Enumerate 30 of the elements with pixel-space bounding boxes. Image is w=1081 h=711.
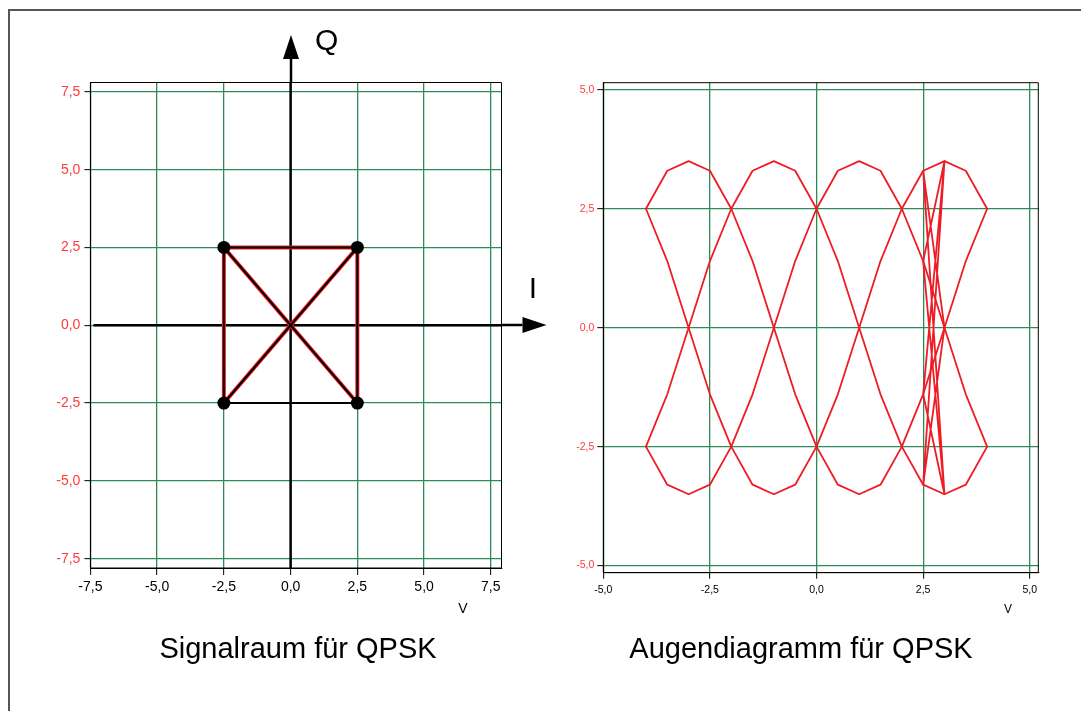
y-tick-label: -5,0	[56, 471, 81, 488]
y-tick-label: 5,0	[60, 160, 81, 177]
y-tick-label: 7,5	[60, 82, 81, 99]
y-tick-label: 2,5	[579, 201, 595, 214]
x-tick-label: 7,5	[481, 578, 501, 595]
x-axis-title: V	[1003, 602, 1013, 617]
y-tick-label: -2,5	[56, 393, 81, 410]
x-tick-label: -2,5	[700, 582, 720, 595]
y-tick-label: -5,0	[576, 558, 595, 571]
text: Signalraum für QPSK	[159, 632, 438, 664]
text: Augendiagramm für QPSK	[629, 632, 974, 664]
x-tick-label: 5,0	[1022, 582, 1038, 595]
y-tick-label: 2,5	[60, 238, 81, 255]
x-tick-label: 2,5	[915, 582, 931, 595]
ref-line-label: I	[528, 270, 538, 304]
y-tick-label: -7,5	[56, 549, 81, 566]
x-axis-title: V	[458, 600, 469, 617]
y-tick-label: 0,0	[579, 320, 595, 333]
x-tick-label: -7,5	[78, 578, 103, 595]
ref-line-label: Q	[314, 23, 339, 57]
y-tick-label: -2,5	[576, 439, 595, 452]
y-tick-label: 5,0	[579, 82, 595, 95]
x-tick-label: -5,0	[594, 582, 613, 595]
x-tick-label: 0,0	[809, 582, 824, 595]
x-tick-label: 5,0	[414, 578, 435, 595]
x-tick-label: 2,5	[347, 578, 368, 595]
x-tick-label: -2,5	[211, 578, 237, 595]
x-tick-label: 0,0	[280, 578, 301, 595]
y-tick-label: 0,0	[60, 316, 81, 333]
x-tick-label: -5,0	[145, 578, 170, 595]
